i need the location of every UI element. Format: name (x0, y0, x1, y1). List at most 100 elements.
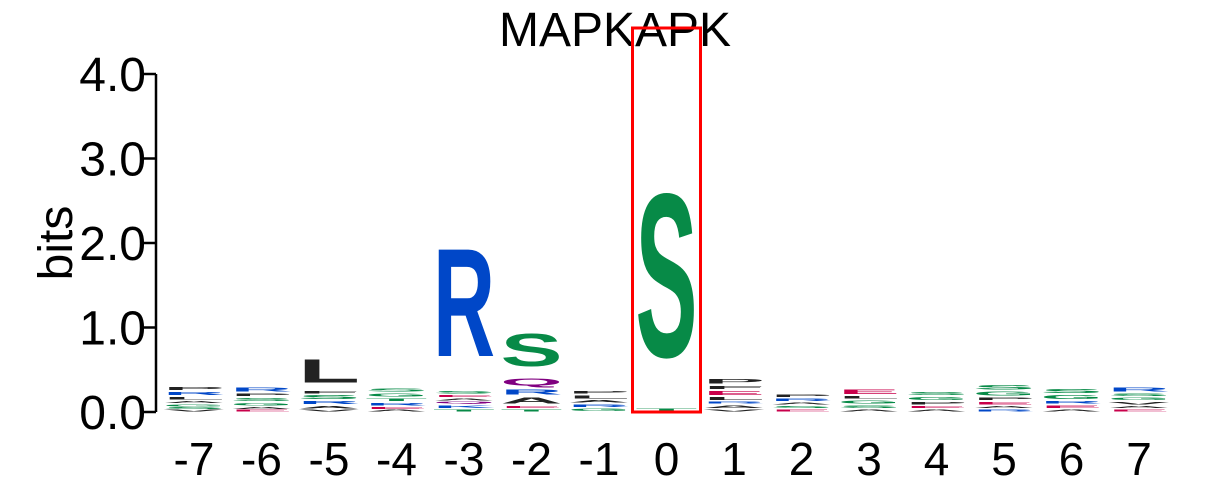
logo-letter: G (366, 393, 428, 398)
logo-letter: S (838, 404, 900, 408)
logo-letter: A (298, 405, 360, 409)
logo-letter: S (163, 407, 225, 410)
y-tick-label: 4.0 (79, 49, 146, 102)
logo-letter: A (906, 409, 968, 412)
logo-letter: R (703, 401, 765, 404)
x-position-label: 4 (924, 433, 950, 485)
logo-letter: T (433, 409, 495, 412)
logo-letter: R (366, 402, 428, 406)
logo-letter: V (163, 409, 225, 412)
x-position-label: -7 (174, 433, 215, 485)
x-position-label: -5 (309, 433, 350, 485)
logo-letter: V (1108, 401, 1170, 405)
x-position-label: 3 (856, 433, 882, 485)
logo-letter: G (163, 404, 225, 407)
logo-letter: K (433, 404, 495, 408)
logo-letter: R (433, 216, 495, 389)
logo-letter: S (1041, 388, 1103, 394)
y-tick-label: 3.0 (79, 134, 146, 187)
x-position-label: -3 (444, 433, 485, 485)
logo-letter: E (1041, 404, 1103, 408)
logo-letter: S (771, 405, 833, 408)
logo-column: TS (636, 145, 698, 412)
logo-letter: G (973, 391, 1035, 397)
logo-letter: G (1041, 394, 1103, 400)
logo-letter: E (231, 409, 293, 412)
logo-letter: R (973, 409, 1035, 412)
logo-letter: E (1108, 409, 1170, 412)
y-tick-label: 1.0 (79, 303, 146, 356)
logo-letter: G (838, 399, 900, 404)
x-position-label: 5 (991, 433, 1017, 485)
logo-letter: A (501, 396, 563, 405)
logo-letter: S (231, 397, 293, 402)
logo-letter: P (568, 390, 630, 394)
logo-letter: A (1041, 409, 1103, 412)
logo-letter: A (231, 406, 293, 409)
x-axis-position-labels: -7 -6 -5 -4 -3 -2 -1 0 1 2 3 4 5 6 7 (174, 433, 1152, 485)
y-tick-label: 0.0 (79, 387, 146, 440)
logo-letter: A (568, 399, 630, 403)
logo-letter: L (298, 353, 360, 390)
logo-letter: A (366, 409, 428, 412)
x-position-label: -2 (511, 433, 552, 485)
logo-letter: G (1108, 397, 1170, 401)
logo-letter: E (973, 401, 1035, 405)
logo-letter: S (433, 390, 495, 394)
logo-letter: T (366, 398, 428, 402)
logo-letter: Q (433, 401, 495, 404)
logo-letter: R (163, 391, 225, 396)
chart-title: MAPKAPK (499, 4, 731, 57)
logo-letter: E (433, 394, 495, 397)
logo-letter: P (703, 378, 765, 385)
logo-letter: A (838, 409, 900, 412)
y-axis-ticks: 0.0 1.0 2.0 3.0 4.0 (79, 49, 156, 440)
logo-letter: T (501, 409, 563, 412)
logo-letter: G (906, 396, 968, 401)
logo-letter: S (1108, 393, 1170, 397)
logo-letter: R (568, 404, 630, 408)
x-position-label: -1 (579, 433, 620, 485)
logo-letter: P (973, 397, 1035, 401)
x-position-label: -4 (376, 433, 417, 485)
x-position-label: 6 (1059, 433, 1085, 485)
x-position-label: -6 (241, 433, 282, 485)
logo-letter: L (163, 396, 225, 400)
x-position-label: 0 (654, 433, 680, 485)
logo-columns: VSGALRPEAGSPRVARSFLAERTGSTKQAESRTEARQSGR… (163, 145, 1170, 412)
logo-letter: F (703, 385, 765, 390)
logo-letter: E (703, 390, 765, 396)
logo-letter: V (298, 409, 360, 412)
logo-letter: R (1108, 387, 1170, 393)
logo-letter: P (231, 393, 293, 397)
logo-letter: P (163, 386, 225, 391)
logo-letter: A (703, 404, 765, 408)
logo-letter: P (771, 393, 833, 397)
logo-letter: R (771, 398, 833, 402)
logo-letter: F (298, 390, 360, 394)
logo-letter: A (771, 402, 833, 405)
logo-letter: E (501, 405, 563, 408)
logo-letter: L (838, 395, 900, 399)
logo-letter: S (973, 384, 1035, 391)
logo-letter: R (231, 387, 293, 393)
x-position-label: 7 (1126, 433, 1152, 485)
logo-letter: E (838, 388, 900, 395)
logo-letter: S (298, 394, 360, 400)
y-tick-label: 2.0 (79, 218, 146, 271)
highlight-box (631, 26, 702, 414)
logo-letter: G (568, 408, 630, 412)
logo-letter: S (366, 387, 428, 392)
